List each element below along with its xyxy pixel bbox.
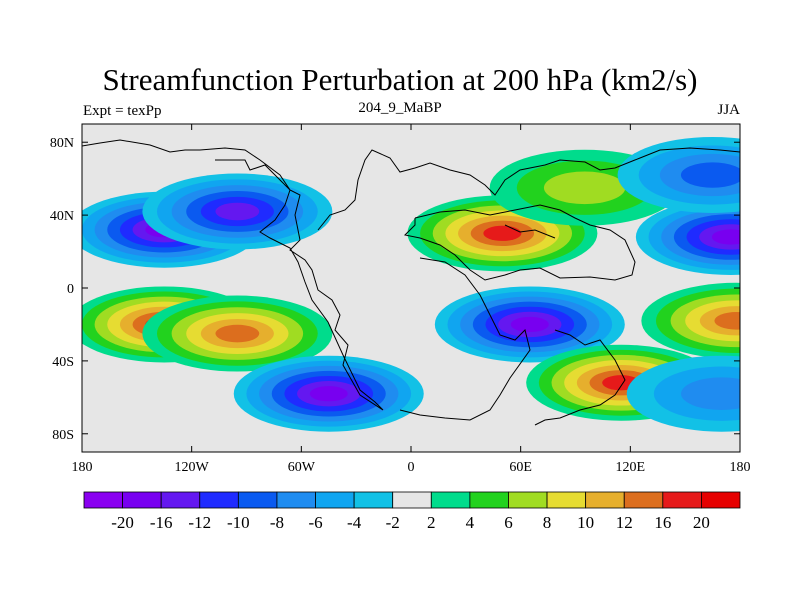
contour-band [714, 312, 740, 330]
lon-tick-label: 120E [616, 460, 646, 475]
lat-tick-label: 40N [50, 209, 74, 224]
colorbar-box [122, 491, 162, 509]
colorbar-box [546, 491, 587, 509]
anomaly-e-pacific-n-low [617, 137, 740, 214]
anomaly-far-s-pacific-low [626, 355, 740, 432]
colorbar-box [662, 491, 702, 509]
season-label: JJA [717, 102, 740, 118]
colorbar-label: -20 [111, 513, 134, 532]
colorbar-label: -2 [386, 513, 400, 532]
lon-tick-label: 0 [408, 460, 415, 475]
contour-band [215, 202, 260, 221]
contour-band [483, 225, 522, 241]
contour-band [680, 162, 740, 188]
anomaly-w-pacific-s-high [641, 282, 740, 359]
lon-tick-label: 180 [72, 460, 93, 475]
anomaly-indian-ocean-low [434, 286, 625, 363]
axis-ticks: 80N 40N 0 40S 80S 180 120W 60W 0 60E 120E 180 [50, 124, 751, 475]
colorbar-box [160, 491, 201, 509]
lat-tick-label: 80S [52, 428, 74, 443]
lon-tick-label: 60E [509, 460, 532, 475]
anomaly-s-atlantic-high [142, 295, 333, 372]
colorbar: -20 -16 -12 -10 -8 -6 -4 -2 2 4 6 8 10 12 16 20 [83, 491, 741, 532]
colorbar-label: -12 [188, 513, 211, 532]
colorbar-label: 6 [504, 513, 513, 532]
colorbar-box [237, 491, 278, 509]
contour-fills [82, 137, 740, 432]
contour-band [711, 229, 740, 245]
colorbar-label: 20 [693, 513, 710, 532]
colorbar-box [430, 491, 471, 509]
contour-band [510, 316, 549, 333]
run-id-label: 204_9_MaBP [358, 100, 442, 116]
colorbar-box [276, 491, 316, 509]
colorbar-box [199, 491, 239, 509]
colorbar-label: 4 [466, 513, 475, 532]
contour-band [681, 377, 740, 410]
lon-tick-label: 120W [175, 460, 210, 475]
coastline-outline [82, 139, 740, 426]
lat-tick-label: 80N [50, 136, 74, 151]
colorbar-label: 2 [427, 513, 436, 532]
anomaly-n-atlantic-low [142, 173, 333, 250]
colorbar-box [508, 491, 548, 509]
anomaly-s-america-low [233, 355, 424, 432]
contour-band [543, 171, 626, 205]
colorbar-label: 10 [577, 513, 594, 532]
experiment-label: Expt = texPp [83, 103, 162, 119]
plot-title: Streamfunction Perturbation at 200 hPa (… [102, 62, 698, 97]
colorbar-label: -6 [308, 513, 322, 532]
colorbar-label: -10 [227, 513, 250, 532]
anomaly-w-pacific-low [635, 198, 740, 275]
colorbar-label: -4 [347, 513, 362, 532]
lon-tick-label: 180 [730, 460, 751, 475]
colorbar-box [469, 491, 509, 509]
colorbar-label: -16 [150, 513, 173, 532]
contour-band [215, 324, 260, 343]
colorbar-box [353, 491, 394, 509]
colorbar-label: 12 [616, 513, 633, 532]
contour-map [82, 124, 740, 452]
colorbar-box [392, 491, 432, 509]
colorbar-label: 8 [543, 513, 552, 532]
colorbar-label: -8 [270, 513, 284, 532]
lat-tick-label: 40S [52, 355, 74, 370]
colorbar-box [83, 491, 123, 509]
colorbar-box [315, 491, 355, 509]
colorbar-box [585, 491, 625, 509]
colorbar-box [701, 491, 741, 509]
colorbar-label: 16 [654, 513, 671, 532]
colorbar-box [623, 491, 664, 509]
contour-band [309, 386, 348, 402]
lon-tick-label: 60W [288, 460, 316, 475]
lat-tick-label: 0 [67, 282, 74, 297]
